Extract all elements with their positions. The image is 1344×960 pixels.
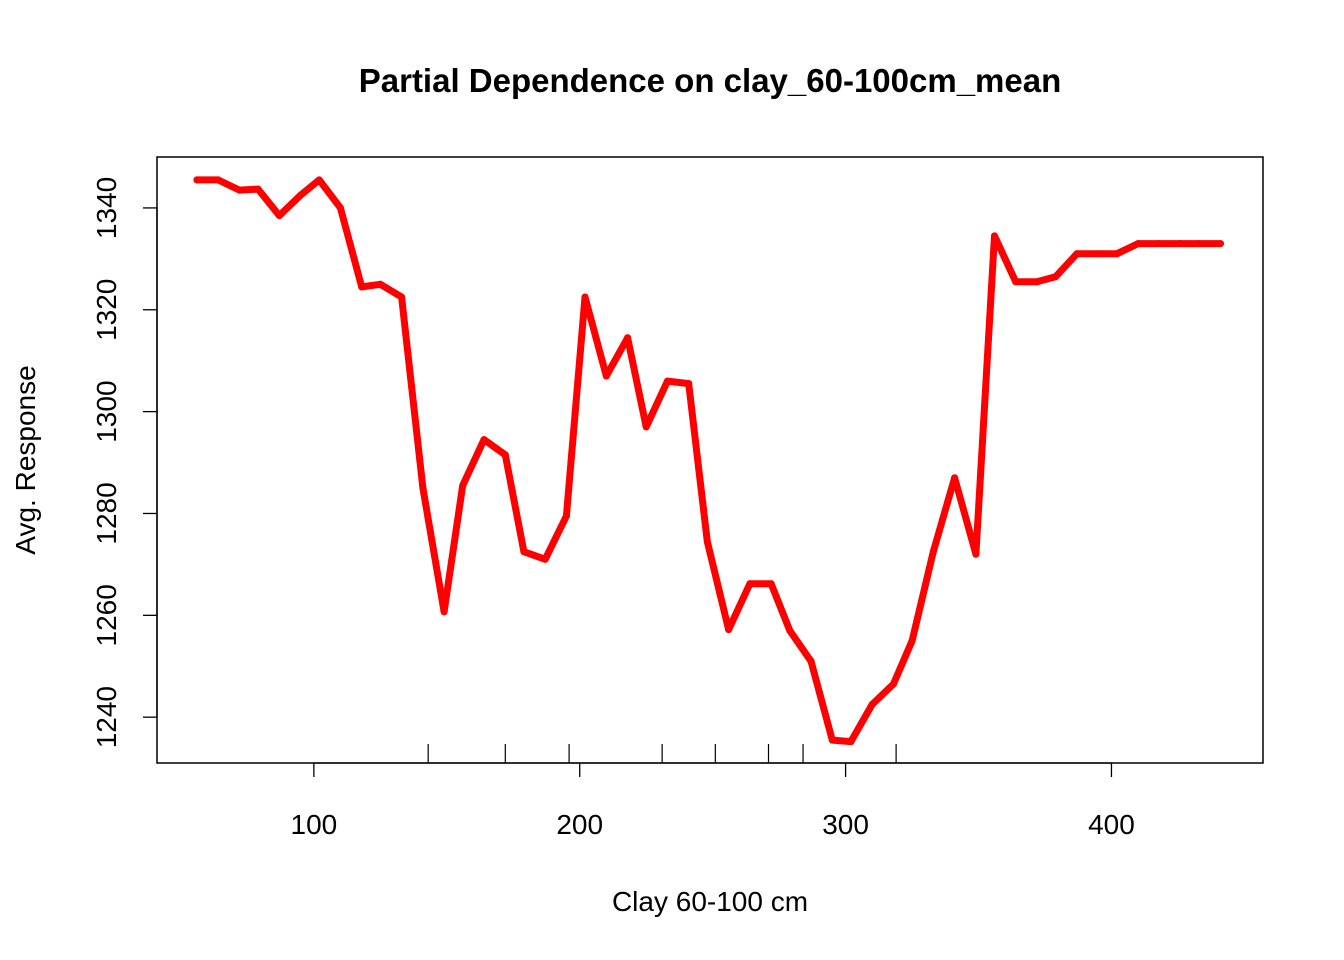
y-tick-label: 1300: [91, 380, 122, 442]
data-point: [541, 555, 549, 563]
y-tick-label: 1320: [91, 279, 122, 341]
data-point: [828, 736, 836, 744]
data-point: [685, 380, 693, 388]
data-point: [847, 738, 855, 746]
data-point: [235, 186, 243, 194]
rug-marks: [427, 744, 897, 763]
y-tick-label: 1260: [91, 584, 122, 646]
data-point: [1012, 278, 1020, 286]
data-point: [889, 680, 897, 688]
data-point: [440, 608, 448, 616]
data-point: [1134, 240, 1142, 248]
data-point: [1052, 273, 1060, 281]
x-tick-label: 100: [291, 809, 338, 840]
data-point: [501, 451, 509, 459]
data-point: [990, 232, 998, 240]
data-point: [1033, 278, 1041, 286]
data-point: [336, 204, 344, 212]
data-point: [746, 580, 754, 588]
data-point: [725, 626, 733, 634]
data-point: [951, 474, 959, 482]
x-tick-label: 200: [556, 809, 603, 840]
x-tick-label: 300: [822, 809, 869, 840]
chart-title: Partial Dependence on clay_60-100cm_mean: [359, 62, 1062, 99]
data-point: [1094, 250, 1102, 258]
data-point: [520, 548, 528, 556]
data-point: [214, 176, 222, 184]
data-point: [1073, 250, 1081, 258]
response-line: [193, 176, 1224, 746]
y-tick-label: 1280: [91, 482, 122, 544]
data-point: [376, 280, 384, 288]
data-point: [562, 512, 570, 520]
data-point: [767, 580, 775, 588]
data-point: [358, 283, 366, 291]
data-point: [1195, 240, 1203, 248]
data-point: [459, 481, 467, 489]
data-point: [703, 537, 711, 545]
data-point: [275, 212, 283, 220]
data-point: [786, 627, 794, 635]
data-point: [315, 176, 323, 184]
x-axis: 100 200 300 400: [291, 762, 1135, 840]
data-points: [193, 176, 1224, 746]
data-point: [480, 436, 488, 444]
data-point: [398, 293, 406, 301]
data-point: [419, 484, 427, 492]
data-point: [581, 293, 589, 301]
y-tick-label: 1240: [91, 686, 122, 748]
data-point: [642, 423, 650, 431]
y-axis-label: Avg. Response: [10, 365, 41, 554]
plot-frame: [156, 156, 1264, 764]
data-point: [1216, 240, 1224, 248]
data-point: [297, 191, 305, 199]
data-point: [663, 377, 671, 385]
data-point: [1113, 250, 1121, 258]
data-point: [602, 372, 610, 380]
y-tick-label: 1340: [91, 177, 122, 239]
x-axis-label: Clay 60-100 cm: [612, 886, 808, 917]
data-point: [908, 637, 916, 645]
x-tick-label: 400: [1088, 809, 1135, 840]
data-point: [624, 334, 632, 342]
data-point: [807, 657, 815, 665]
data-point: [972, 550, 980, 558]
y-axis: 1240 1260 1280 1300 1320 1340: [91, 177, 158, 748]
data-point: [1155, 240, 1163, 248]
data-point: [193, 176, 201, 184]
data-point: [254, 185, 262, 193]
data-point: [1177, 240, 1185, 248]
data-point: [929, 548, 937, 556]
data-point: [868, 700, 876, 708]
